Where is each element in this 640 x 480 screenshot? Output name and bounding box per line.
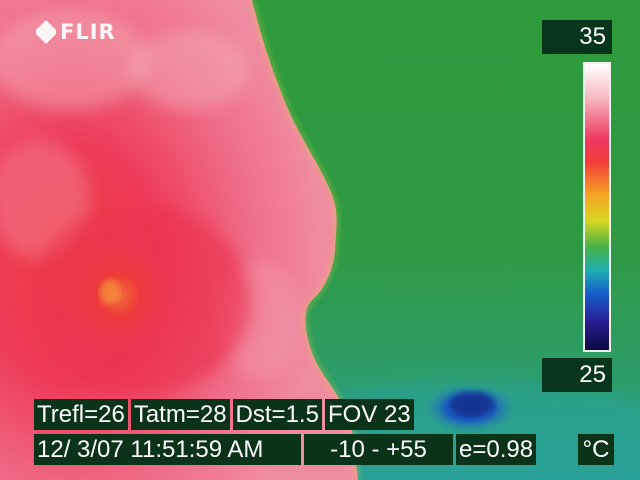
- scale-max-value: 35: [542, 20, 612, 54]
- range-readout: -10 - +55: [304, 434, 453, 465]
- scale-min-value: 25: [542, 358, 612, 392]
- fov-readout: FOV 23: [324, 399, 414, 430]
- brand-label: FLIR: [60, 20, 116, 44]
- flir-diamond-icon: [36, 20, 56, 44]
- status-bar: 12/ 3/07 11:51:59 AM -10 - +55 e=0.98: [34, 434, 537, 465]
- hot-point: [100, 280, 120, 304]
- cold-spot-core: [450, 392, 494, 416]
- reflected-temp-readout: Trefl=26: [34, 399, 128, 430]
- emissivity-readout: e=0.98: [456, 434, 537, 465]
- distance-readout: Dst=1.5: [232, 399, 322, 430]
- warm-patch: [130, 30, 250, 110]
- temperature-colorbar: [583, 62, 611, 352]
- parameter-bar: Trefl=26 Tatm=28 Dst=1.5 FOV 23: [34, 399, 414, 430]
- flir-logo: FLIR: [36, 20, 116, 44]
- atmospheric-temp-readout: Tatm=28: [130, 399, 230, 430]
- unit-label: °C: [578, 434, 614, 465]
- datetime-readout: 12/ 3/07 11:51:59 AM: [34, 434, 301, 465]
